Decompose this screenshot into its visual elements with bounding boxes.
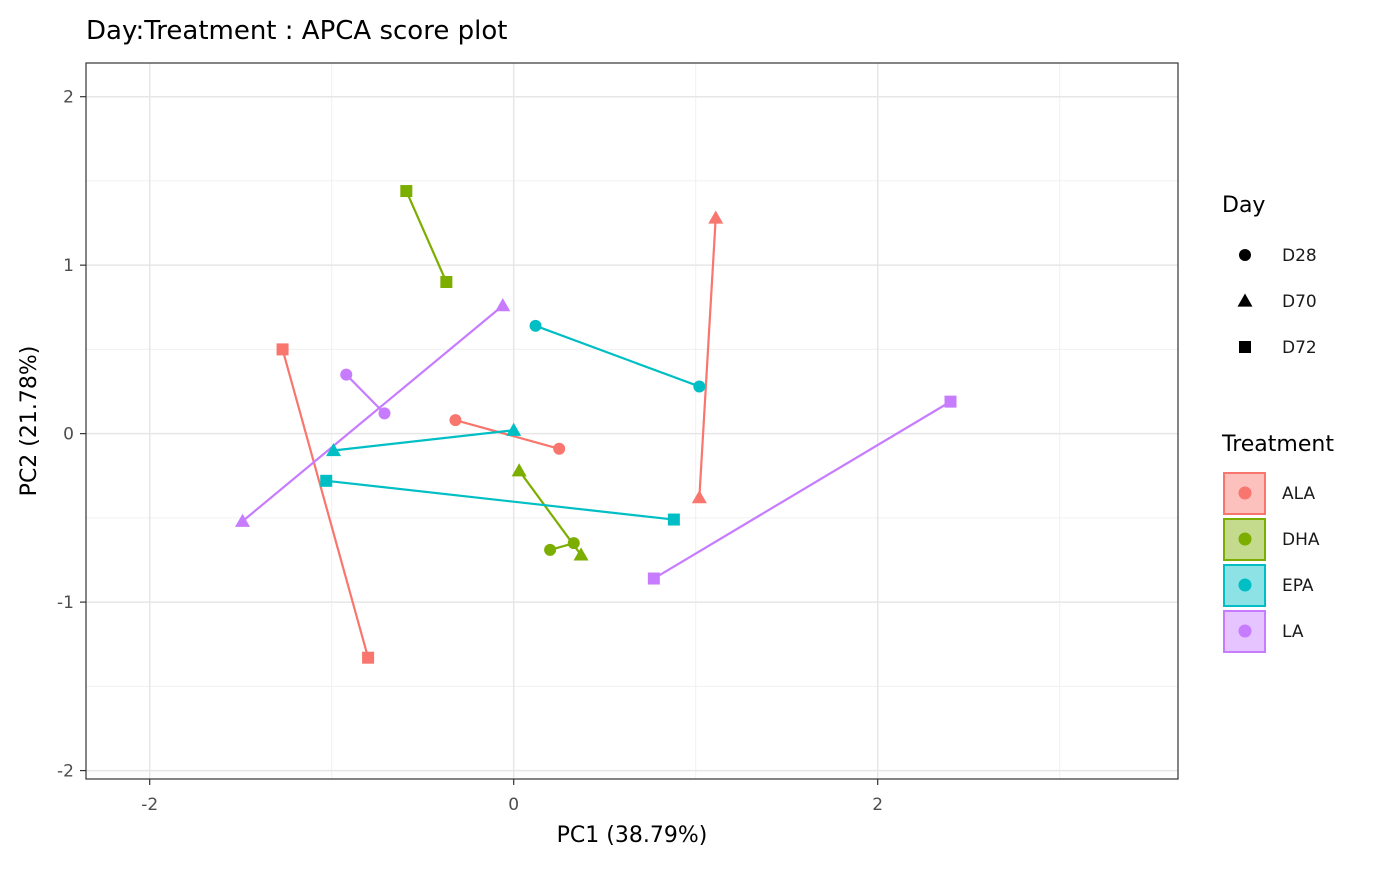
point-la-d70 [235, 513, 251, 527]
point-ala-d72 [276, 343, 289, 356]
treatment-legend-dot [1238, 486, 1252, 500]
treatment-legend-dot [1238, 624, 1252, 638]
treatment-legend-label: DHA [1282, 530, 1320, 550]
series-line-epa-d28 [535, 324, 700, 388]
treatment-legend-dot [1238, 532, 1252, 546]
point-la-d72 [647, 572, 660, 585]
point-epa-d28 [693, 380, 706, 393]
plot-panel [86, 63, 1178, 779]
point-ala-d70 [691, 490, 707, 504]
point-epa-d72 [320, 474, 333, 487]
series-line-la-d28 [345, 373, 386, 415]
grid-minor [86, 63, 1178, 779]
day-legend-label: D70 [1282, 292, 1317, 312]
point-dha-d28 [567, 537, 580, 550]
series-line-la-d72 [653, 400, 952, 580]
treatment-legend-title: Treatment [1221, 432, 1334, 457]
x-tick-label: 2 [872, 795, 883, 815]
point-la-d72 [944, 395, 957, 408]
series-line-epa-d72 [326, 479, 674, 521]
series-line-ala-d70 [698, 217, 717, 498]
plot-border [85, 62, 1179, 780]
chart-title: Day:Treatment : APCA score plot [86, 16, 507, 46]
series-points [235, 185, 957, 664]
y-tick-label: 1 [63, 256, 74, 276]
point-ala-d28 [553, 442, 566, 455]
point-dha-d72 [400, 185, 413, 198]
y-tick-label: -2 [57, 762, 74, 782]
point-epa-d70 [506, 422, 522, 436]
day-legend-title: Day [1222, 193, 1265, 218]
x-tick-label: 0 [508, 795, 519, 815]
point-la-d28 [340, 368, 353, 381]
day-legend: Day D28 D70 D72 [1222, 193, 1317, 358]
x-tick-label: -2 [141, 795, 158, 815]
series-line-dha-d72 [405, 190, 448, 283]
series-line-la-d70 [241, 304, 504, 523]
point-ala-d70 [708, 210, 724, 224]
grid-major [86, 63, 1178, 779]
series-lines [241, 190, 952, 658]
x-axis-title: PC1 (38.79%) [557, 823, 708, 848]
x-axis: -2 0 2 [141, 779, 883, 815]
point-epa-d70 [326, 442, 342, 457]
point-dha-d72 [440, 276, 453, 289]
point-dha-d70 [511, 463, 527, 477]
day-legend-key-d72 [1239, 341, 1251, 353]
point-dha-d70 [573, 547, 589, 561]
day-legend-key-d70 [1237, 293, 1253, 307]
point-epa-d28 [529, 319, 542, 332]
y-tick-label: 2 [63, 88, 74, 108]
point-la-d70 [495, 298, 511, 312]
point-la-d28 [378, 407, 391, 420]
treatment-legend-dot [1238, 578, 1252, 592]
series-line-epa-d70 [333, 429, 514, 452]
treatment-legend-label: LA [1282, 622, 1304, 642]
y-axis-title: PC2 (21.78%) [17, 346, 42, 497]
treatment-legend-label: ALA [1282, 484, 1315, 504]
treatment-legend-key-la [1223, 610, 1266, 653]
point-epa-d72 [667, 513, 680, 526]
treatment-legend: Treatment ALA DHA EPA LA [1221, 432, 1334, 653]
treatment-legend-label: EPA [1282, 576, 1314, 596]
series-line-ala-d72 [281, 349, 370, 658]
y-tick-label: -1 [57, 593, 74, 613]
point-ala-d72 [362, 651, 375, 664]
day-legend-label: D72 [1282, 338, 1317, 358]
day-legend-key-d28 [1239, 249, 1251, 261]
y-axis: -2 -1 0 1 2 [57, 88, 86, 782]
point-dha-d28 [544, 543, 557, 556]
point-ala-d28 [449, 414, 462, 427]
day-legend-label: D28 [1282, 246, 1317, 266]
y-tick-label: 0 [63, 425, 74, 445]
